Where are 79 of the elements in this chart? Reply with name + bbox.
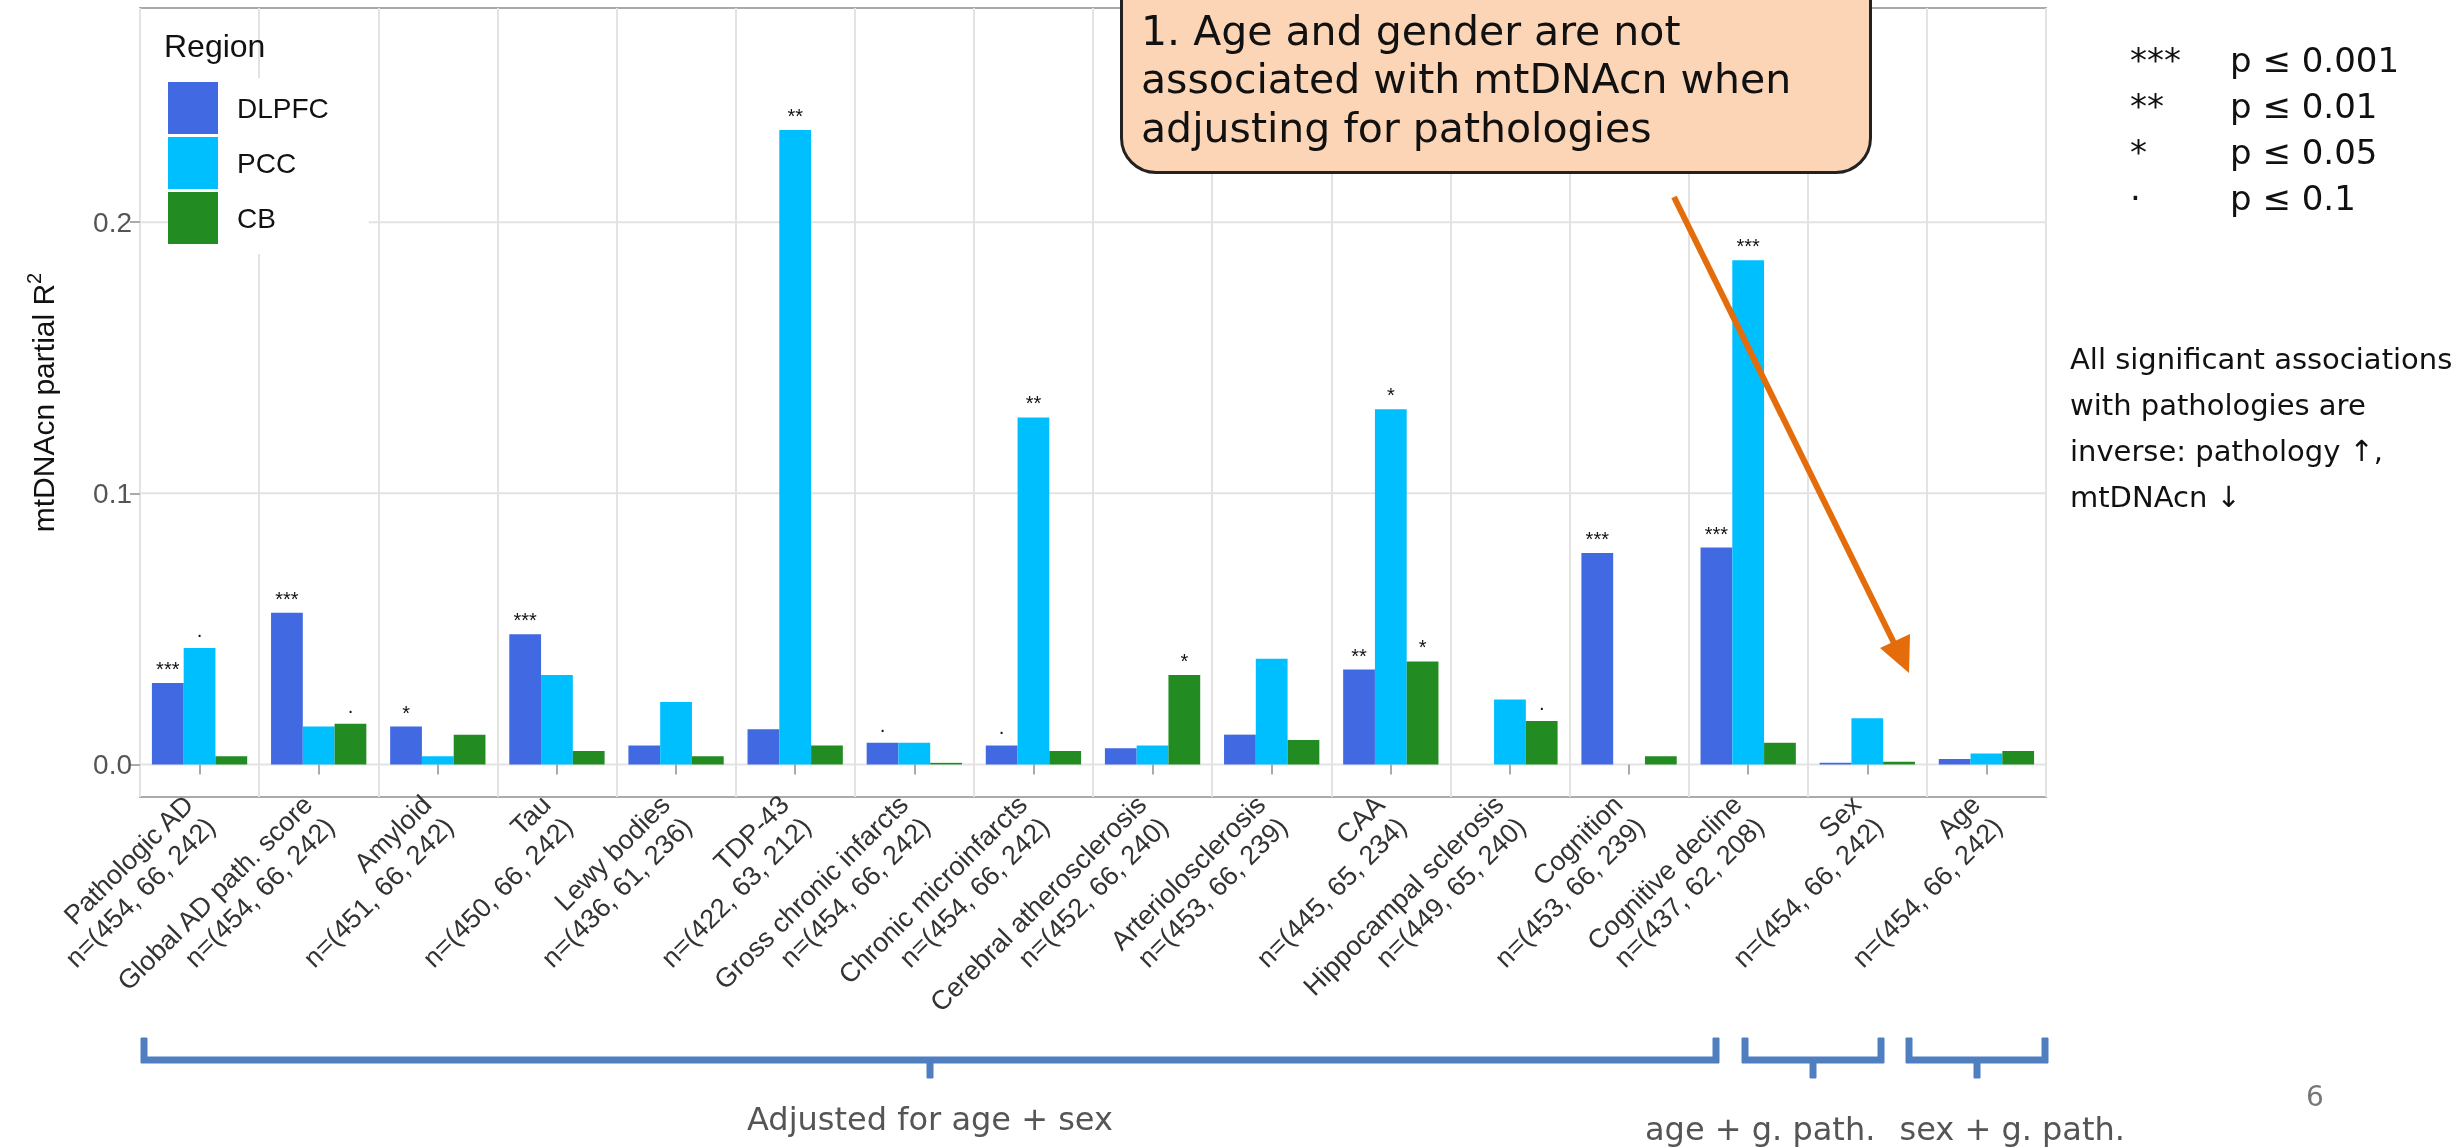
data-label: * [1386,384,1395,407]
bar [1049,750,1082,765]
bar [1104,748,1137,765]
bar [779,130,812,765]
data-label: ** [787,105,804,128]
bar [660,702,692,765]
bar [2002,750,2035,765]
data-label: *** [1704,522,1729,545]
text: *** p ≤ 0.001 [2130,40,2400,80]
data-label: *** [275,587,299,610]
bar [151,683,184,765]
bar [811,745,843,765]
bar [1287,740,1320,765]
bar [1581,552,1614,765]
data-label: · [879,717,886,740]
bar [866,742,899,765]
data-label: * [402,701,411,724]
bar [1374,409,1407,765]
bar [1938,759,1971,765]
data-label: · [196,622,203,645]
bar [691,756,724,765]
bar [747,729,780,765]
bar [390,726,422,765]
bar [541,674,573,765]
bar [1851,718,1884,765]
data-label: * [1418,636,1427,659]
y-tick-label: 0.2 [93,206,132,238]
bar [1764,742,1796,765]
data-label: · [1538,696,1546,719]
data-label: ** [1025,392,1042,415]
bar [1168,674,1201,765]
text: ** p ≤ 0.01 [2130,86,2378,126]
text: 6 [2306,1080,2324,1113]
y-tick-label: 0.0 [93,748,132,780]
legend-label: DLPFC [237,92,329,124]
bar [334,723,367,765]
text: * p ≤ 0.05 [2130,132,2378,172]
bar [1700,547,1733,765]
bar [1494,699,1526,765]
bar [1525,721,1558,765]
bar [628,745,661,765]
data-label: ** [1351,644,1368,667]
data-label: *** [513,609,538,632]
bar [1732,260,1765,765]
text: sex + g. path. [1899,1110,2125,1147]
bar [1406,661,1439,765]
text: Adjusted for age + sex [747,1100,1113,1138]
bar [1644,756,1677,765]
text: age + g. path. [1645,1110,1876,1147]
bar [215,756,248,765]
bar [1970,753,2003,765]
bar [1255,658,1288,765]
legend-label: PCC [237,147,297,179]
data-label: * [1180,649,1189,672]
data-label: *** [1585,527,1610,550]
bar [1017,417,1050,765]
bar [302,726,335,765]
legend-title: Region [164,28,266,65]
bar [572,750,605,765]
text: · p ≤ 0.1 [2130,178,2356,218]
text: All significant associations with pathologies are inverse: pathology ↑, mtDNAcn ↓ [2070,341,2454,516]
bar [453,734,486,765]
bar [898,742,931,765]
y-tick-label: 0.1 [93,477,132,509]
legend-label: CB [237,202,276,234]
data-label: *** [156,658,180,681]
annotation: 1. Age and gender are not associated with mtDNAcn when adjusting for pathologies [1120,0,1872,174]
bar [421,756,454,765]
bar [509,634,542,765]
data-label: · [347,698,354,721]
data-label: · [998,720,1006,743]
y-axis-title: mtDNAcn partial R2 [23,272,60,533]
bar [985,745,1018,765]
bar [1136,745,1169,765]
bar [1343,669,1375,765]
data-label: *** [1736,235,1761,258]
bar [1224,734,1256,765]
bar [183,647,216,765]
bar [271,612,303,765]
